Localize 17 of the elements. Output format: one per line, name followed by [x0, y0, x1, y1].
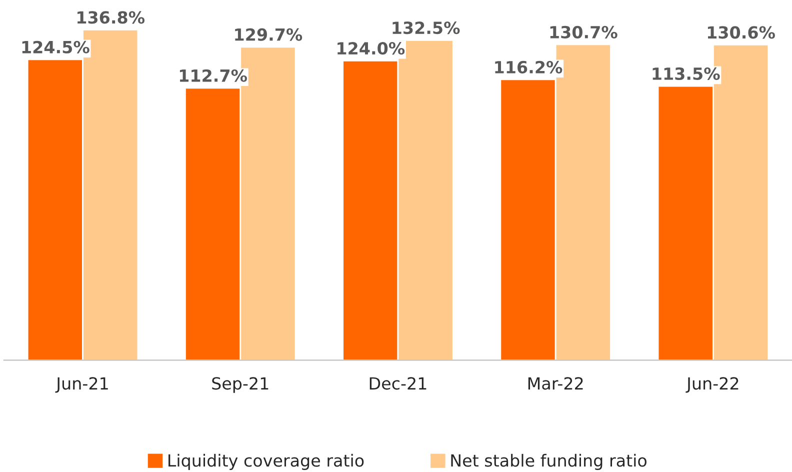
x-tick-label: Jun-22 [686, 377, 738, 393]
data-label: 132.5% [392, 22, 460, 34]
data-label: 112.7% [180, 69, 247, 82]
legend-label: Liquidity coverage ratio [168, 454, 364, 470]
data-label: 130.7% [550, 26, 618, 38]
data-label: 113.5% [652, 67, 720, 80]
data-label: 116.2% [495, 60, 562, 74]
data-label: 130.6% [708, 26, 775, 39]
x-tick-label: Mar-22 [528, 377, 583, 390]
legend-label: Net stable funding ratio [451, 454, 646, 470]
data-label: 124.5% [22, 40, 90, 54]
x-tick-label: Sep-21 [212, 377, 268, 393]
data-label: 136.8% [78, 11, 145, 24]
x-tick-label: Dec-21 [370, 377, 426, 390]
data-label: 129.7% [235, 28, 302, 41]
data-label: 124.0% [338, 42, 405, 55]
x-tick-label: Jun-21 [55, 377, 108, 393]
